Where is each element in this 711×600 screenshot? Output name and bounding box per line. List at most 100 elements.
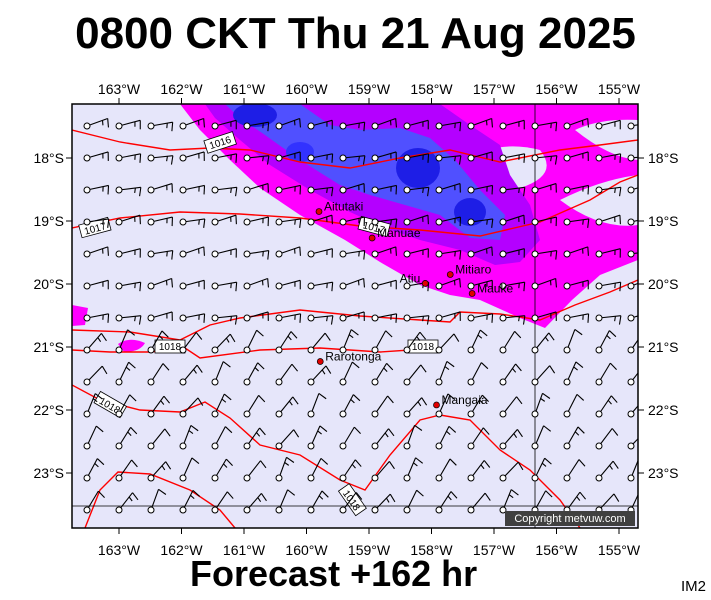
lat-label: 18°S (33, 150, 64, 166)
wind-barb (627, 437, 638, 450)
wind-barb (339, 121, 366, 132)
lon-label: 155°W (598, 81, 641, 97)
wind-barb (83, 151, 109, 162)
wind-barb (243, 154, 270, 165)
wind-barb (467, 246, 493, 258)
svg-text:Manuae: Manuae (377, 226, 421, 240)
wind-barb (435, 250, 462, 260)
wind-barb (147, 121, 174, 132)
lat-label: 19°S (648, 213, 679, 229)
wind-barb (531, 277, 558, 290)
wind-barb (307, 214, 333, 226)
wind-barb (563, 491, 587, 514)
wind-barb (467, 218, 494, 228)
wind-barb (595, 428, 619, 450)
wind-barb (563, 184, 590, 195)
wind-barb (115, 361, 136, 386)
wind-barb (627, 218, 638, 226)
rain-area-light-blob (118, 339, 145, 352)
axis-ticks (66, 98, 644, 534)
wind-barb (211, 491, 234, 514)
place-mauke: Mauke (468, 281, 513, 297)
lon-label: 157°W (473, 81, 516, 97)
wind-barb (467, 279, 493, 290)
wind-barb (179, 279, 205, 290)
wind-barb (307, 314, 334, 325)
wind-barb (531, 183, 557, 194)
wind-barb (211, 393, 232, 418)
wind-barb (499, 119, 525, 130)
wind-barb (243, 277, 270, 290)
wind-barb (435, 121, 462, 132)
clear-patch (575, 119, 638, 160)
wind-barb (595, 248, 621, 258)
lat-label: 23°S (33, 465, 64, 481)
wind-barb (211, 361, 231, 386)
wind-barb (499, 186, 526, 197)
wind-barb (627, 314, 638, 322)
wind-barb (403, 186, 430, 197)
isobar-label: 1018 (407, 339, 439, 354)
wind-barb (339, 459, 362, 482)
wind-barb (115, 281, 142, 292)
wind-barb (275, 331, 298, 354)
lat-label: 22°S (648, 402, 679, 418)
isobar-label: 1018 (154, 339, 186, 354)
lon-label: 163°W (98, 81, 141, 97)
wind-barb (211, 186, 238, 197)
wind-barb (467, 151, 493, 162)
lon-label: 158°W (410, 81, 453, 97)
wind-barb (179, 117, 206, 130)
lon-label: 160°W (285, 542, 328, 558)
wind-barb (435, 333, 460, 354)
wind-barb (83, 490, 105, 514)
wind-barb (563, 313, 590, 323)
wind-barb (147, 311, 173, 322)
wind-barb (115, 214, 141, 226)
wind-barb (307, 248, 333, 258)
wind-barb (83, 425, 104, 450)
map-title: 0800 CKT Thu 21 Aug 2025 (75, 9, 636, 58)
svg-text:Mangaia: Mangaia (442, 393, 488, 407)
wind-barb (499, 314, 526, 325)
wind-barb (371, 184, 398, 195)
wind-barb (339, 311, 365, 322)
isobar-1016 (72, 129, 638, 169)
wind-barb (595, 460, 619, 482)
wind-barb (531, 154, 558, 165)
wind-barb (307, 332, 331, 354)
wind-barb (563, 279, 589, 290)
isobar-1018-b (72, 347, 441, 359)
wind-barb (211, 314, 238, 325)
wind-barb (179, 489, 201, 514)
wind-barb (307, 153, 334, 163)
wind-barb (499, 429, 523, 450)
wind-barb (115, 119, 141, 130)
wind-barb (147, 154, 174, 165)
wind-barb (275, 396, 299, 418)
wind-barb (243, 183, 269, 194)
wind-barb (467, 460, 491, 482)
wind-barb (563, 246, 589, 258)
wind-barb (179, 364, 203, 386)
wind-barb (115, 314, 142, 325)
rain-core (396, 148, 440, 188)
wind-barb (435, 154, 462, 165)
wind-barb (499, 248, 525, 258)
wind-barb (627, 405, 638, 418)
wind-barb (531, 311, 557, 322)
image-code: IM2 (681, 578, 707, 595)
wind-barb (275, 429, 300, 450)
wind-barb (83, 246, 109, 258)
wind-barb (211, 119, 237, 130)
wind-barb (115, 492, 139, 514)
wind-barb (115, 459, 138, 482)
wind-barb (275, 279, 301, 290)
wind-barb (147, 461, 172, 482)
wind-barb (499, 281, 526, 292)
wind-barb (83, 313, 110, 323)
wind-barb (83, 218, 110, 228)
wind-barb (435, 393, 456, 418)
isobar-1018-a (72, 279, 638, 341)
wind-barb (275, 456, 295, 482)
